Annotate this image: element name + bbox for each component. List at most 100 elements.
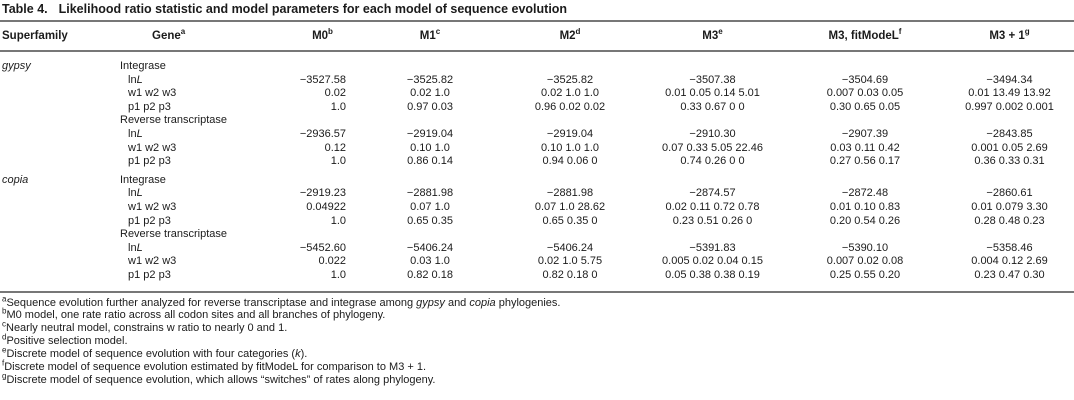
empty-cell bbox=[945, 169, 1074, 188]
empty-cell bbox=[0, 187, 118, 201]
value-cell: −3494.34 bbox=[986, 73, 1033, 86]
value-cell: −2881.98 bbox=[546, 187, 594, 200]
empty-cell bbox=[0, 128, 118, 142]
value-cell: 1.0 bbox=[330, 100, 346, 113]
value-cell: 0.82 0.18 bbox=[407, 268, 453, 281]
empty-cell bbox=[785, 169, 945, 188]
footnote-f: fDiscrete model of sequence evolution es… bbox=[2, 358, 427, 374]
empty-cell bbox=[285, 114, 360, 128]
value-cell: 0.20 0.54 0.26 bbox=[829, 214, 901, 227]
footnote-c: cNearly neutral model, constrains w rati… bbox=[2, 319, 288, 335]
col-header-superfamily: Superfamily bbox=[0, 22, 118, 52]
footnote-b: bM0 model, one rate ratio across all cod… bbox=[2, 306, 386, 322]
row-label-cell: w1 w2 w3 bbox=[128, 141, 177, 154]
row-label-cell: lnL bbox=[128, 73, 143, 86]
gene-header-row: Reverse transcriptase bbox=[0, 228, 1074, 242]
value-cell: 0.01 13.49 13.92 bbox=[968, 87, 1051, 100]
value-cell: −5406.24 bbox=[546, 241, 594, 254]
gene-name-cell: Integrase bbox=[120, 60, 166, 72]
value-cell: 0.65 0.35 0 bbox=[542, 214, 598, 227]
w-row: w1 w2 w3 0.04922 0.07 1.0 0.07 1.0 28.62… bbox=[0, 201, 1074, 215]
value-cell: 0.10 1.0 bbox=[410, 141, 450, 154]
empty-cell bbox=[0, 201, 118, 215]
empty-cell bbox=[0, 255, 118, 269]
gene-header-row: Reverse transcriptase bbox=[0, 114, 1074, 128]
p-row: p1 p2 p3 1.0 0.86 0.14 0.94 0.06 0 0.74 … bbox=[0, 155, 1074, 169]
empty-cell bbox=[500, 51, 640, 74]
table-number: Table 4. bbox=[2, 2, 48, 16]
value-cell: −2936.57 bbox=[299, 127, 346, 140]
value-cell: 0.12 bbox=[324, 141, 346, 154]
empty-cell bbox=[0, 101, 118, 115]
empty-cell bbox=[640, 228, 785, 242]
value-cell: 0.96 0.02 0.02 bbox=[534, 100, 606, 113]
empty-cell bbox=[285, 51, 360, 74]
col-header-m0: M0b bbox=[285, 22, 360, 52]
w-row: w1 w2 w3 0.12 0.10 1.0 0.10 1.0 1.0 0.07… bbox=[0, 142, 1074, 156]
value-cell: −2910.30 bbox=[689, 127, 736, 140]
value-cell: −2919.04 bbox=[406, 127, 454, 140]
empty-cell bbox=[640, 114, 785, 128]
lnl-row: lnL −2919.23 −2881.98 −2881.98 −2874.57 … bbox=[0, 187, 1074, 201]
row-label-cell: p1 p2 p3 bbox=[128, 268, 171, 281]
empty-cell bbox=[0, 242, 118, 256]
value-cell: 0.82 0.18 0 bbox=[542, 268, 598, 281]
lnl-row: lnL −2936.57 −2919.04 −2919.04 −2910.30 … bbox=[0, 128, 1074, 142]
row-label-cell: lnL bbox=[128, 187, 143, 200]
empty-cell bbox=[285, 228, 360, 242]
value-cell: −2872.48 bbox=[841, 187, 889, 200]
empty-cell bbox=[640, 51, 785, 74]
value-cell: 0.01 0.10 0.83 bbox=[829, 200, 901, 213]
empty-cell bbox=[0, 269, 118, 291]
value-cell: 0.23 0.51 0.26 0 bbox=[672, 214, 753, 227]
value-cell: −5391.83 bbox=[689, 241, 736, 254]
col-header-m1: M1c bbox=[360, 22, 500, 52]
empty-cell bbox=[785, 51, 945, 74]
empty-cell bbox=[0, 155, 118, 169]
table-caption: Likelihood ratio statistic and model par… bbox=[58, 2, 568, 16]
value-cell: −5390.10 bbox=[841, 241, 889, 254]
value-cell: 0.004 0.12 2.69 bbox=[971, 255, 1048, 268]
row-label-cell: lnL bbox=[128, 127, 143, 140]
empty-cell bbox=[945, 51, 1074, 74]
empty-cell bbox=[0, 74, 118, 88]
value-cell: 0.33 0.67 0 0 bbox=[680, 100, 745, 113]
value-cell: 0.007 0.02 0.08 bbox=[826, 255, 904, 268]
table-bottom-rule bbox=[0, 290, 1074, 293]
empty-cell bbox=[500, 169, 640, 188]
value-cell: 0.02 1.0 5.75 bbox=[537, 255, 603, 268]
value-cell: −3525.82 bbox=[406, 73, 454, 86]
value-cell: 0.05 0.38 0.38 0.19 bbox=[665, 268, 760, 281]
col-header-m3-fitmodel: M3, fitModeLf bbox=[785, 22, 945, 52]
value-cell: 0.65 0.35 bbox=[407, 214, 453, 227]
value-cell: −3527.58 bbox=[299, 73, 346, 86]
value-cell: 0.07 0.33 5.05 22.46 bbox=[662, 141, 763, 154]
empty-cell bbox=[0, 142, 118, 156]
header-row: Superfamily Genea M0b M1c M2d M3e M3, fi… bbox=[0, 22, 1074, 52]
p-row: p1 p2 p3 1.0 0.97 0.03 0.96 0.02 0.02 0.… bbox=[0, 101, 1074, 115]
title-rule bbox=[0, 20, 1074, 22]
footnote-a: aSequence evolution further analyzed for… bbox=[2, 293, 561, 309]
empty-cell bbox=[360, 51, 500, 74]
lnl-row: lnL −3527.58 −3525.82 −3525.82 −3507.38 … bbox=[0, 74, 1074, 88]
value-cell: 0.86 0.14 bbox=[407, 155, 453, 168]
value-cell: 0.02 1.0 bbox=[410, 87, 450, 100]
value-cell: 0.74 0.26 0 0 bbox=[680, 155, 745, 168]
value-cell: −2860.61 bbox=[986, 187, 1033, 200]
value-cell: 0.03 1.0 bbox=[410, 255, 450, 268]
lnl-row: lnL −5452.60 −5406.24 −5406.24 −5391.83 … bbox=[0, 242, 1074, 256]
value-cell: −2874.57 bbox=[689, 187, 736, 200]
value-cell: 0.25 0.55 0.20 bbox=[829, 268, 901, 281]
value-cell: 0.02 bbox=[324, 87, 346, 100]
value-cell: 0.27 0.56 0.17 bbox=[829, 155, 901, 168]
value-cell: 0.01 0.079 3.30 bbox=[971, 200, 1048, 213]
empty-cell bbox=[360, 114, 500, 128]
value-cell: 0.97 0.03 bbox=[407, 100, 453, 113]
value-cell: 0.94 0.06 0 bbox=[542, 155, 598, 168]
gene-name-cell: Reverse transcriptase bbox=[120, 114, 227, 127]
empty-cell bbox=[0, 228, 118, 242]
footnote-g: gDiscrete model of sequence evolution, w… bbox=[2, 371, 436, 386]
value-cell: −3525.82 bbox=[546, 73, 594, 86]
value-cell: −2919.04 bbox=[546, 127, 594, 140]
